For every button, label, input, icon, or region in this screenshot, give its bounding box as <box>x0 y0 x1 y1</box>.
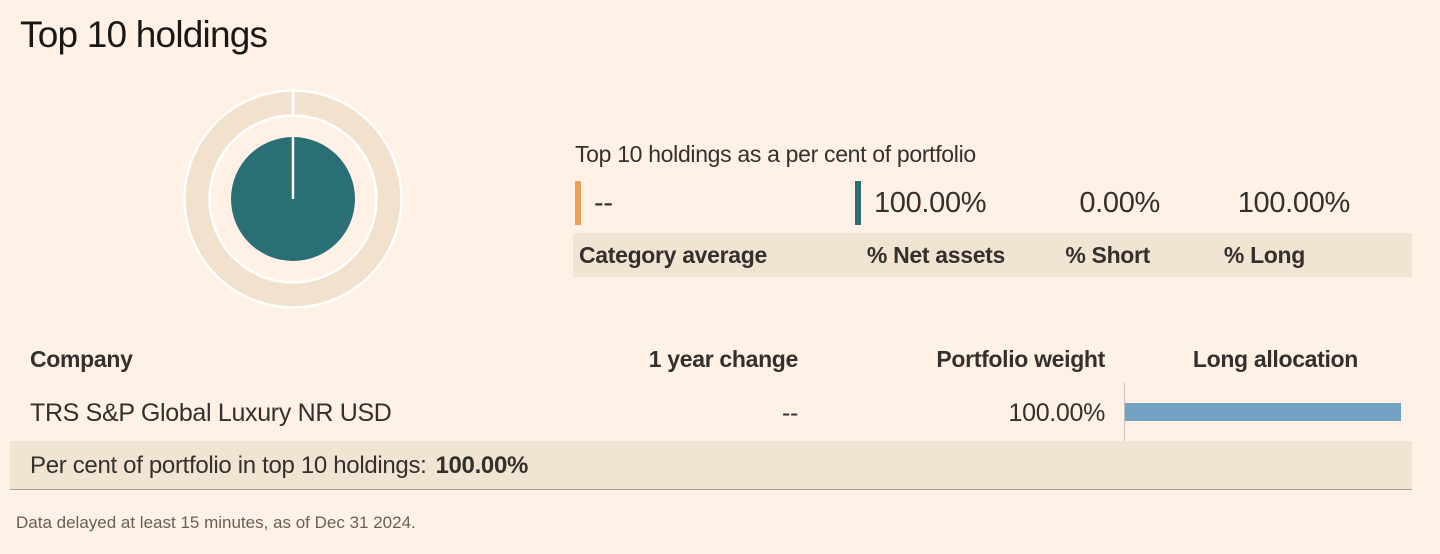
stat-category-average: -- <box>575 179 613 227</box>
table-row-1-year-change: -- <box>781 399 798 427</box>
long-allocation-bar <box>1125 403 1401 421</box>
label-long: % Long <box>1223 242 1305 268</box>
stat-value: 0.00% <box>1079 186 1160 219</box>
data-delay-note: Data delayed at least 15 minutes, as of … <box>16 513 416 532</box>
column-header-long-allocation: Long allocation <box>1192 346 1358 372</box>
label-net-assets: % Net assets <box>866 242 1005 268</box>
column-header-company: Company <box>30 346 133 372</box>
stat-value: -- <box>594 186 613 219</box>
stat-value: 100.00% <box>1237 186 1351 219</box>
allocation-axis-line <box>1124 383 1125 441</box>
net-assets-marker-icon <box>855 181 861 225</box>
stat-short: 0.00% <box>1079 179 1160 227</box>
category-average-marker-icon <box>575 181 581 225</box>
stat-net-assets: 100.00% <box>855 179 987 227</box>
table-row-company-name: TRS S&P Global Luxury NR USD <box>30 399 392 427</box>
portfolio-top10-summary-band: Per cent of portfolio in top 10 holdings… <box>10 441 1412 490</box>
column-header-1-year-change: 1 year change <box>648 346 799 372</box>
stat-long: 100.00% <box>1237 179 1351 227</box>
page-title: Top 10 holdings <box>20 14 268 55</box>
label-short: % Short <box>1065 242 1150 268</box>
summary-header-band: Category average % Net assets % Short % … <box>573 233 1412 277</box>
summary-heading: Top 10 holdings as a per cent of portfol… <box>575 141 976 167</box>
label-category-average: Category average <box>579 242 767 268</box>
portfolio-top10-label: Per cent of portfolio in top 10 holdings… <box>30 452 427 479</box>
holdings-donut-chart <box>183 88 403 309</box>
portfolio-top10-value: 100.00% <box>435 452 528 479</box>
stat-value: 100.00% <box>874 186 987 219</box>
table-row-portfolio-weight: 100.00% <box>1008 399 1106 427</box>
column-header-portfolio-weight: Portfolio weight <box>936 346 1105 372</box>
long-allocation-bar-track <box>1125 403 1401 421</box>
